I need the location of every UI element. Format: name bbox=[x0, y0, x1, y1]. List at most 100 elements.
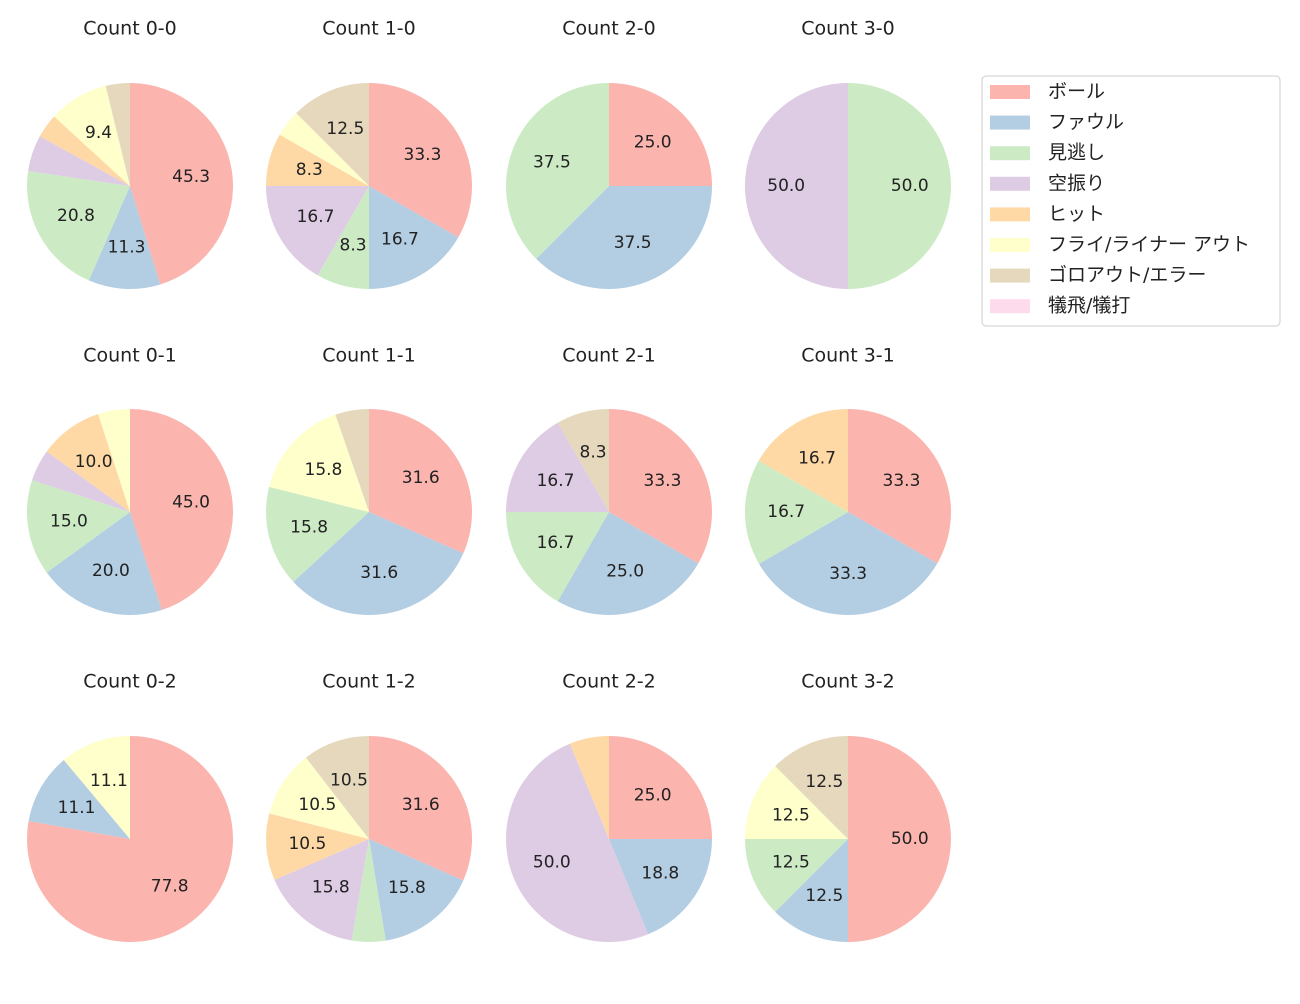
data-label: 45.0 bbox=[172, 492, 210, 512]
pie-slice bbox=[335, 409, 369, 512]
pie-title: Count 0-1 bbox=[83, 345, 177, 367]
pie-title: Count 2-2 bbox=[562, 671, 656, 693]
data-label: 16.7 bbox=[297, 207, 335, 227]
pie-slice bbox=[105, 83, 130, 186]
pie-slice bbox=[536, 186, 712, 289]
legend-swatch bbox=[990, 207, 1030, 222]
data-label: 12.5 bbox=[772, 805, 810, 825]
data-label: 8.3 bbox=[340, 236, 367, 256]
pie-slice bbox=[32, 451, 130, 512]
pie-slice bbox=[88, 186, 161, 289]
data-label: 31.6 bbox=[402, 795, 440, 815]
pie-slice bbox=[775, 839, 848, 942]
legend-label: 空振り bbox=[1048, 172, 1105, 194]
data-label: 15.8 bbox=[312, 878, 350, 898]
data-label: 31.6 bbox=[402, 468, 440, 488]
data-label: 10.5 bbox=[288, 834, 326, 854]
legend-swatch bbox=[990, 176, 1030, 191]
data-label: 15.0 bbox=[50, 512, 88, 532]
data-label: 16.7 bbox=[381, 229, 419, 249]
pie-slice bbox=[293, 512, 464, 615]
pie-slice bbox=[506, 512, 609, 602]
legend-swatch bbox=[990, 299, 1030, 314]
data-label: 25.0 bbox=[634, 785, 672, 805]
pie-slice bbox=[266, 486, 369, 582]
data-label: 15.8 bbox=[305, 460, 343, 480]
pie-slice bbox=[130, 83, 234, 285]
legend-label: フライ/ライナー アウト bbox=[1048, 234, 1250, 256]
pie-slice bbox=[54, 85, 130, 186]
data-label: 9.4 bbox=[85, 123, 112, 143]
pie-slice bbox=[506, 422, 609, 512]
data-label: 33.3 bbox=[883, 471, 921, 491]
legend-box bbox=[981, 75, 1281, 327]
pie-slice bbox=[46, 414, 130, 512]
data-label: 12.5 bbox=[326, 119, 364, 139]
legend-swatch bbox=[990, 146, 1030, 161]
data-label: 33.3 bbox=[404, 145, 442, 165]
pie-slice bbox=[569, 736, 609, 839]
data-label: 15.8 bbox=[388, 878, 426, 898]
data-label: 50.0 bbox=[767, 176, 805, 196]
pie-slice bbox=[269, 414, 369, 512]
pie-slice bbox=[28, 760, 130, 839]
data-label: 10.0 bbox=[75, 452, 113, 472]
data-label: 37.5 bbox=[533, 152, 571, 172]
data-label: 10.5 bbox=[298, 795, 336, 815]
pie-slice bbox=[46, 512, 162, 615]
pie-slice bbox=[266, 813, 369, 880]
legend-label: 見逃し bbox=[1048, 142, 1105, 164]
pie-slice bbox=[266, 186, 369, 276]
data-label: 31.6 bbox=[360, 563, 398, 583]
data-label: 16.7 bbox=[798, 449, 836, 469]
pie-slice bbox=[26, 736, 233, 943]
pie-slice bbox=[848, 408, 951, 564]
pie-slice bbox=[39, 116, 130, 186]
pie-slice bbox=[745, 83, 848, 289]
pie-slice bbox=[557, 409, 609, 512]
pie-slice bbox=[759, 512, 938, 615]
pie-slice bbox=[609, 839, 712, 935]
pie-slice bbox=[369, 839, 464, 941]
legend-label: ゴロアウト/エラー bbox=[1048, 264, 1206, 286]
pie-slice bbox=[609, 736, 712, 839]
pie-slice bbox=[505, 83, 609, 259]
legend-label: ヒット bbox=[1048, 203, 1105, 225]
pie-slice bbox=[130, 409, 233, 610]
legend-swatch bbox=[990, 268, 1030, 283]
pie-slice bbox=[274, 839, 369, 941]
pie-slice bbox=[557, 512, 699, 615]
pie-slice bbox=[28, 136, 131, 186]
data-label: 45.3 bbox=[172, 167, 210, 187]
pie-title: Count 1-2 bbox=[322, 671, 416, 693]
pie-title: Count 1-0 bbox=[322, 18, 416, 40]
data-label: 25.0 bbox=[634, 132, 672, 152]
legend-swatch bbox=[990, 238, 1030, 252]
pie-slice bbox=[63, 736, 130, 839]
pie-slice bbox=[369, 736, 472, 881]
legend-swatch bbox=[990, 115, 1030, 130]
data-label: 16.7 bbox=[537, 533, 575, 553]
pie-slice bbox=[758, 409, 848, 512]
legend-label: ボール bbox=[1048, 81, 1105, 103]
pie-slice bbox=[296, 83, 369, 186]
pie-slice bbox=[266, 134, 369, 186]
data-label: 12.5 bbox=[805, 886, 843, 906]
data-label: 20.0 bbox=[92, 561, 130, 581]
pie-slice bbox=[848, 83, 951, 289]
data-label: 12.5 bbox=[805, 772, 843, 792]
pie-slice bbox=[609, 83, 712, 186]
data-label: 11.1 bbox=[90, 771, 128, 791]
data-label: 25.0 bbox=[606, 562, 644, 582]
pie-slice bbox=[279, 113, 369, 186]
pie-title: Count 0-2 bbox=[83, 671, 177, 693]
pie-slice bbox=[98, 409, 130, 512]
pie-slice bbox=[369, 186, 459, 289]
data-label: 18.8 bbox=[641, 863, 679, 883]
legend-swatch bbox=[990, 85, 1030, 99]
data-label: 8.3 bbox=[580, 442, 607, 462]
pie-slice bbox=[506, 743, 649, 942]
pie-slice bbox=[745, 766, 848, 839]
pie-slice bbox=[848, 736, 951, 942]
